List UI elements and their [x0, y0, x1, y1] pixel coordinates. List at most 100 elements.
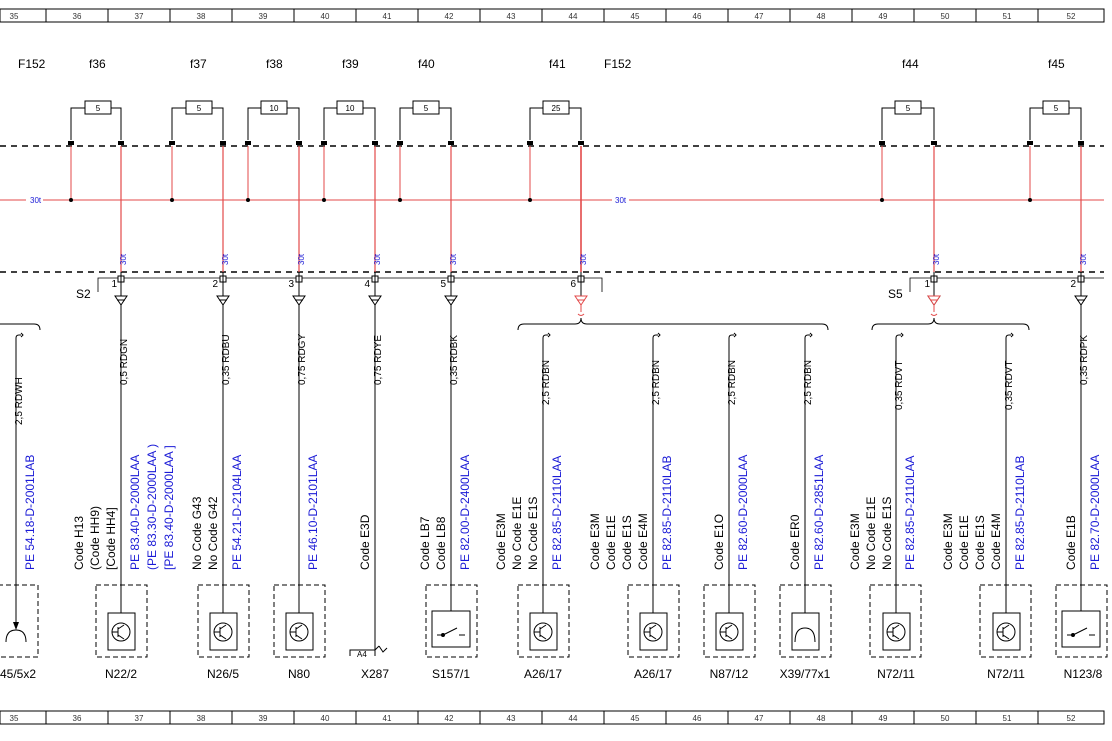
component-label[interactable]: N87/12 — [710, 667, 749, 681]
code-condition: Code E1S — [973, 515, 987, 570]
code-condition: No Code G42 — [206, 496, 220, 570]
component-label[interactable]: N22/2 — [105, 667, 137, 681]
control-unit-icon — [289, 622, 309, 642]
drop-label: 30t — [1079, 253, 1088, 265]
component-label[interactable]: S157/1 — [432, 667, 470, 681]
pin-number: 5 — [440, 279, 446, 290]
drop-label: 30t — [579, 253, 588, 265]
component-label[interactable]: X39/77x1 — [780, 667, 831, 681]
pe-reference[interactable]: [PE 83.40-D-2000LAA ] — [162, 445, 176, 570]
pe-reference[interactable]: PE 82.85-D-2110LAB — [1013, 455, 1027, 570]
code-condition: No Code E1E — [510, 497, 524, 570]
pe-reference[interactable]: PE 82.00-D-2400LAA — [458, 455, 472, 570]
control-unit-icon — [719, 622, 739, 642]
code-condition: Code E3M — [848, 513, 862, 570]
pe-reference[interactable]: PE 82.85-D-2110LAA — [550, 455, 564, 570]
code-condition: Code E1E — [604, 515, 618, 570]
component-label[interactable]: A26/17 — [524, 667, 562, 681]
ruler-cell: 35 — [10, 714, 19, 723]
drop-label: 30t — [221, 253, 230, 265]
component-label[interactable]: N72/11 — [987, 667, 1025, 681]
control-unit-icon — [213, 622, 233, 642]
component-label[interactable]: A26/17 — [634, 667, 672, 681]
bus-label: 30t — [30, 196, 42, 205]
wire-spec: 0,35 RDVT — [1004, 361, 1015, 410]
code-condition: Code E1B — [1064, 515, 1078, 570]
fuse-name: f40 — [418, 57, 435, 71]
bus-label: 30t — [615, 196, 627, 205]
connector-s2: S2 1 2 3 4 5 6 — [76, 277, 603, 301]
pin-number: 1 — [111, 279, 117, 290]
ruler-cell: 48 — [817, 714, 826, 723]
component-label[interactable]: N72/11 — [877, 667, 915, 681]
component-label[interactable]: N26/5 — [207, 667, 239, 681]
drop-label: 30t — [932, 253, 941, 265]
fuse-name: f38 — [266, 57, 283, 71]
pe-reference[interactable]: PE 83.40-D-2000LAA — [128, 455, 142, 570]
wire-spec: 0,35 RDBU — [221, 334, 232, 385]
component-label[interactable]: N80 — [288, 667, 310, 681]
component-label[interactable]: N123/8 — [1064, 667, 1103, 681]
fuse-name: f39 — [342, 57, 359, 71]
pe-reference[interactable]: PE 54.18-D-2001LAB — [23, 455, 37, 570]
pe-reference[interactable]: PE 54.21-D-2104LAA — [230, 455, 244, 570]
pe-reference[interactable]: PE 46.10-D-2101LAA — [306, 455, 320, 570]
wire-spec: 0,35 RDPK — [1079, 335, 1090, 385]
ruler-cell: 37 — [135, 12, 144, 21]
component-label[interactable]: X287 — [361, 667, 389, 681]
code-condition: Code E4M — [989, 513, 1003, 570]
control-unit-icon — [886, 622, 906, 642]
fuse-rating: 25 — [552, 104, 561, 113]
ruler-cell: 35 — [10, 12, 19, 21]
fuse-name: f36 — [89, 57, 106, 71]
code-condition: Code ER0 — [788, 514, 802, 570]
wire-spec: 2,5 RDBN — [727, 360, 738, 405]
ruler-cell: 40 — [321, 12, 330, 21]
ruler-cell: 36 — [73, 12, 82, 21]
code-condition: No Code E1S — [880, 497, 894, 570]
wire-spec: 0,5 RDGN — [119, 339, 130, 385]
pin-number: 6 — [570, 279, 576, 290]
fuse-block-label: F152 — [18, 57, 46, 71]
wire-spec: 2,5 RDBN — [541, 360, 552, 405]
connector-label: S5 — [888, 287, 903, 301]
lamp-icon — [5, 629, 27, 643]
code-condition: No Code E1S — [526, 497, 540, 570]
fuse-rating: 10 — [270, 104, 279, 113]
pin-number: 2 — [1070, 279, 1076, 290]
ruler-cell: 44 — [569, 12, 578, 21]
pin-number: 4 — [364, 279, 370, 290]
ruler-cell: 39 — [259, 12, 268, 21]
control-unit-icon — [643, 622, 663, 642]
code-condition: Code LB7 — [418, 516, 432, 570]
control-unit-icon — [533, 622, 553, 642]
fuse-name: f41 — [549, 57, 566, 71]
fuse-rating: 5 — [1054, 104, 1059, 113]
pe-reference[interactable]: PE 82.85-D-2110LAB — [660, 455, 674, 570]
wire-spec: 2,5 RDBN — [651, 360, 662, 405]
ruler-cell: 49 — [879, 714, 888, 723]
connector-s5: S5 1 2 — [888, 277, 1104, 301]
bus-30t: 30t 30t — [0, 146, 1104, 272]
ruler-cell: 45 — [631, 12, 640, 21]
code-condition: (Code HH9) — [88, 506, 102, 570]
pe-reference[interactable]: PE 82.70-D-2000LAA — [1088, 455, 1102, 570]
pe-reference[interactable]: PE 82.85-D-2110LAA — [903, 455, 917, 570]
fuse-name: f37 — [190, 57, 207, 71]
ruler-cell: 42 — [445, 714, 454, 723]
pe-reference[interactable]: PE 82.60-D-2000LAA — [736, 455, 750, 570]
pe-reference[interactable]: PE 82.60-D-2851LAA — [812, 455, 826, 570]
code-condition: Code E3M — [588, 513, 602, 570]
pin-label: A4 — [357, 650, 367, 659]
ruler-cell: 47 — [755, 12, 764, 21]
code-condition: Code H13 — [72, 516, 86, 570]
pe-reference[interactable]: (PE 83.30-D-2000LAA ) — [145, 444, 159, 570]
code-condition: Code LB8 — [434, 516, 448, 570]
ruler-cell: 38 — [197, 12, 206, 21]
component-label[interactable]: 45/5x2 — [0, 667, 36, 681]
code-condition: Code E3M — [941, 513, 955, 570]
fuse-rating: 5 — [906, 104, 911, 113]
fuse-rating: 5 — [96, 104, 101, 113]
